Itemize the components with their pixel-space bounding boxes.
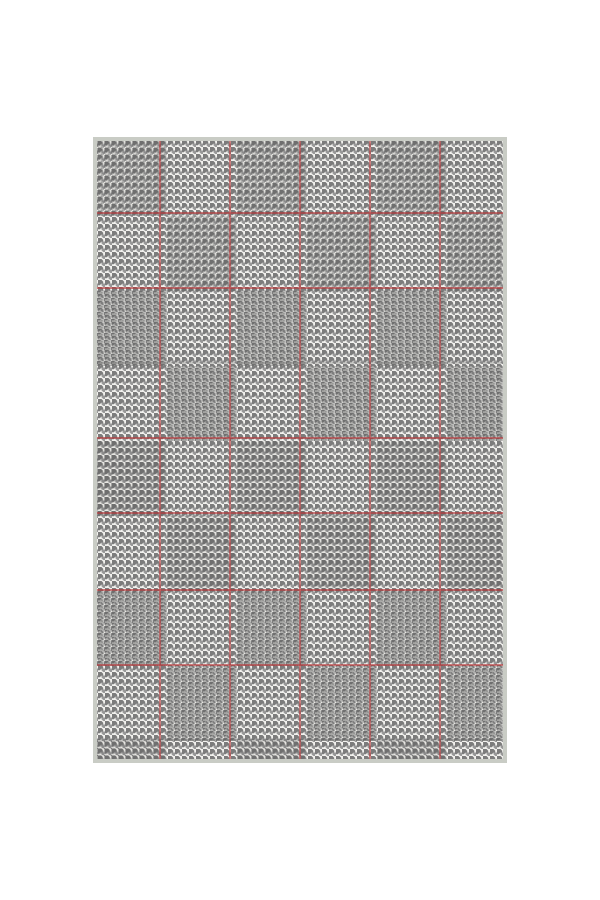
rug-red-lines [97, 141, 503, 759]
rug-gray-lines [97, 362, 503, 741]
